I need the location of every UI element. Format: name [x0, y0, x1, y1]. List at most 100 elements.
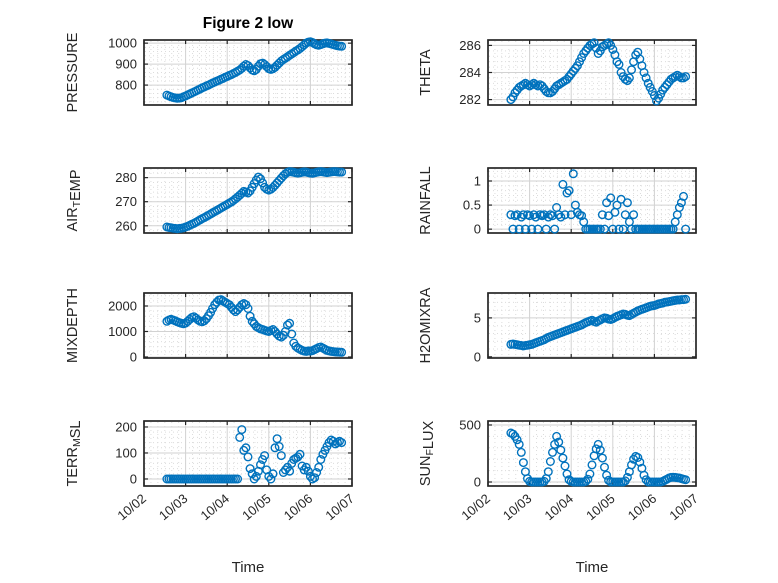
- data-point: [514, 439, 524, 449]
- data-point: [558, 179, 568, 189]
- data-point: [514, 224, 524, 234]
- data-point: [249, 474, 259, 484]
- data-point: [568, 169, 578, 179]
- data-point: [597, 453, 607, 463]
- data-point: [577, 211, 587, 221]
- data-point: [627, 65, 637, 75]
- data-point: [518, 458, 528, 468]
- xtick-label: 10/04: [542, 491, 577, 523]
- series-air-temp: [162, 167, 347, 234]
- data-point: [681, 224, 691, 234]
- data-point: [620, 210, 630, 220]
- ytick-label: 1: [474, 174, 481, 189]
- data-point: [600, 224, 610, 234]
- subplot-theta: 282 284 286 THETA: [418, 38, 697, 107]
- x-axis-label-right: Time: [576, 559, 609, 576]
- ytick-label: 800: [115, 78, 137, 93]
- data-point: [550, 224, 560, 234]
- series-mixdepth: [162, 295, 347, 357]
- ylabel-h2omixra: H2OMIXRA: [418, 287, 434, 363]
- data-point: [595, 445, 605, 455]
- data-point: [681, 72, 691, 82]
- xtick-label: 10/06: [281, 491, 316, 523]
- ytick-label: 282: [459, 92, 481, 107]
- data-point: [635, 457, 645, 467]
- data-point: [272, 434, 282, 444]
- data-point: [558, 453, 568, 463]
- ytick-label: 0: [474, 349, 481, 364]
- data-point: [639, 470, 649, 480]
- xtick-label: 10/03: [156, 491, 191, 523]
- data-point: [508, 429, 518, 439]
- data-point: [531, 80, 541, 90]
- data-point: [589, 38, 599, 48]
- subplot-terr-msl: 0 100 200 TERRMSL 10/02 10/03 10/04 10/05 10/06 1…: [65, 419, 357, 523]
- data-point: [516, 447, 526, 457]
- data-point: [595, 224, 605, 234]
- data-point: [243, 188, 253, 198]
- data-point: [670, 72, 680, 82]
- series-pressure: [162, 37, 347, 103]
- data-point: [562, 188, 572, 198]
- data-point: [293, 452, 303, 462]
- data-point: [652, 96, 662, 106]
- series-sun-flux: [506, 428, 691, 487]
- ytick-label: 286: [459, 38, 481, 53]
- data-point: [245, 464, 255, 474]
- data-point: [681, 294, 691, 304]
- data-point: [618, 224, 628, 234]
- data-point: [328, 436, 338, 446]
- subplot-sun-flux: 0 500 SUNFLUX 10/02 10/03 10/04 10/05 10/06 10/0…: [418, 417, 701, 523]
- ylabel-pressure: PRESSURE: [65, 32, 81, 112]
- data-point: [520, 224, 530, 234]
- xtick-label: 10/07: [322, 491, 357, 523]
- data-point: [237, 188, 247, 198]
- series-theta: [506, 38, 691, 106]
- data-point: [543, 467, 553, 477]
- ylabel-air-temp: AIRTEMP: [65, 169, 84, 231]
- data-point: [633, 453, 643, 463]
- subplot-air-temp: 260 270 280 AIRTEMP: [65, 167, 353, 234]
- data-point: [614, 59, 624, 69]
- data-point: [523, 80, 533, 90]
- ytick-label: 280: [115, 170, 137, 185]
- data-point: [681, 475, 691, 485]
- data-point: [604, 475, 614, 485]
- data-point: [612, 57, 622, 67]
- data-point: [602, 470, 612, 480]
- data-point: [622, 472, 632, 482]
- data-point: [316, 455, 326, 465]
- ylabel-mixdepth: MIXDEPTH: [65, 288, 81, 363]
- series-rainfall: [506, 169, 691, 234]
- ylabel-terr-msl: TERRMSL: [65, 421, 84, 487]
- ylabel-rainfall: RAINFALL: [418, 166, 434, 235]
- data-point: [570, 63, 580, 73]
- xtick-label: 10/05: [239, 491, 274, 523]
- data-point: [251, 471, 261, 481]
- data-point: [554, 210, 564, 220]
- data-point: [679, 191, 689, 201]
- data-point: [585, 469, 595, 479]
- data-point: [548, 447, 558, 457]
- data-point: [332, 438, 342, 448]
- subplot-rainfall: 0 0.5 1 RAINFALL: [418, 166, 697, 237]
- data-point: [239, 445, 249, 455]
- data-point: [674, 202, 684, 212]
- data-point: [303, 466, 313, 476]
- data-point: [266, 474, 276, 484]
- subplot-mixdepth: 0 1000 2000 MIXDEPTH: [65, 288, 353, 364]
- data-point: [258, 178, 268, 188]
- data-point: [624, 73, 634, 83]
- data-point: [564, 186, 574, 196]
- subplot-h2omixra: 0 5 H2OMIXRA: [418, 287, 697, 364]
- data-point: [518, 80, 528, 90]
- data-point: [508, 224, 518, 234]
- ytick-label: 1000: [108, 36, 137, 51]
- data-point: [506, 95, 516, 105]
- data-point: [639, 67, 649, 77]
- data-point: [506, 210, 516, 220]
- data-point: [608, 45, 618, 55]
- xtick-label: 10/02: [458, 491, 493, 523]
- ytick-label: 0.5: [463, 198, 481, 213]
- data-point: [337, 438, 347, 448]
